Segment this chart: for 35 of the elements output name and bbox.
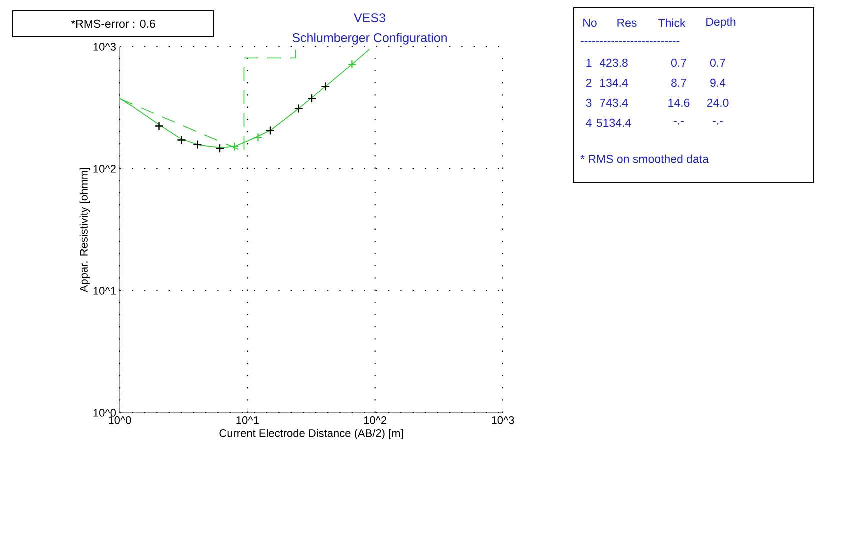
y-tick-label: 10^1 (94, 287, 116, 295)
text: 0.7 (710, 58, 726, 68)
text: * RMS on smoothed data (580, 154, 710, 164)
text: 3 (586, 98, 592, 108)
text: 134.4 (600, 78, 628, 88)
text: 8.7 (672, 78, 686, 88)
text: 1 (586, 59, 592, 67)
text: 5134.4 (596, 118, 632, 128)
y-axis-title: Appar. Resistivity [ohmm] (80, 168, 90, 293)
text: Thick (658, 18, 686, 28)
text: -------------------------- (581, 41, 680, 42)
text: 24.0 (707, 98, 729, 108)
chart-title: VES3 (354, 14, 386, 22)
text: 9.4 (710, 78, 726, 88)
text: Depth (706, 18, 736, 28)
x-tick-label: 10^3 (492, 416, 514, 424)
text: *RMS-error : 0.6 (71, 20, 156, 28)
y-tick-label: 10^3 (94, 43, 116, 51)
text: -.- (674, 121, 684, 125)
text: 14.6 (668, 98, 690, 108)
text: Res (618, 18, 637, 28)
text: 423.8 (600, 58, 628, 68)
text: No (584, 18, 597, 28)
x-tick-label: 10^0 (109, 416, 132, 424)
x-tick-label: 10^1 (236, 416, 259, 424)
text: 743.4 (600, 98, 628, 108)
chart-subtitle: Schlumberger Configuration (292, 33, 447, 45)
y-tick-label: 10^2 (94, 165, 116, 173)
text: 0.7 (671, 58, 686, 68)
text: -.- (713, 121, 723, 125)
text: 2 (586, 78, 592, 88)
x-tick-label: 10^2 (364, 416, 387, 424)
y-tick-label: 10^0 (94, 409, 116, 417)
text: 4 (586, 119, 592, 127)
x-axis-title: Current Electrode Distance (AB/2) [m] (220, 429, 404, 440)
